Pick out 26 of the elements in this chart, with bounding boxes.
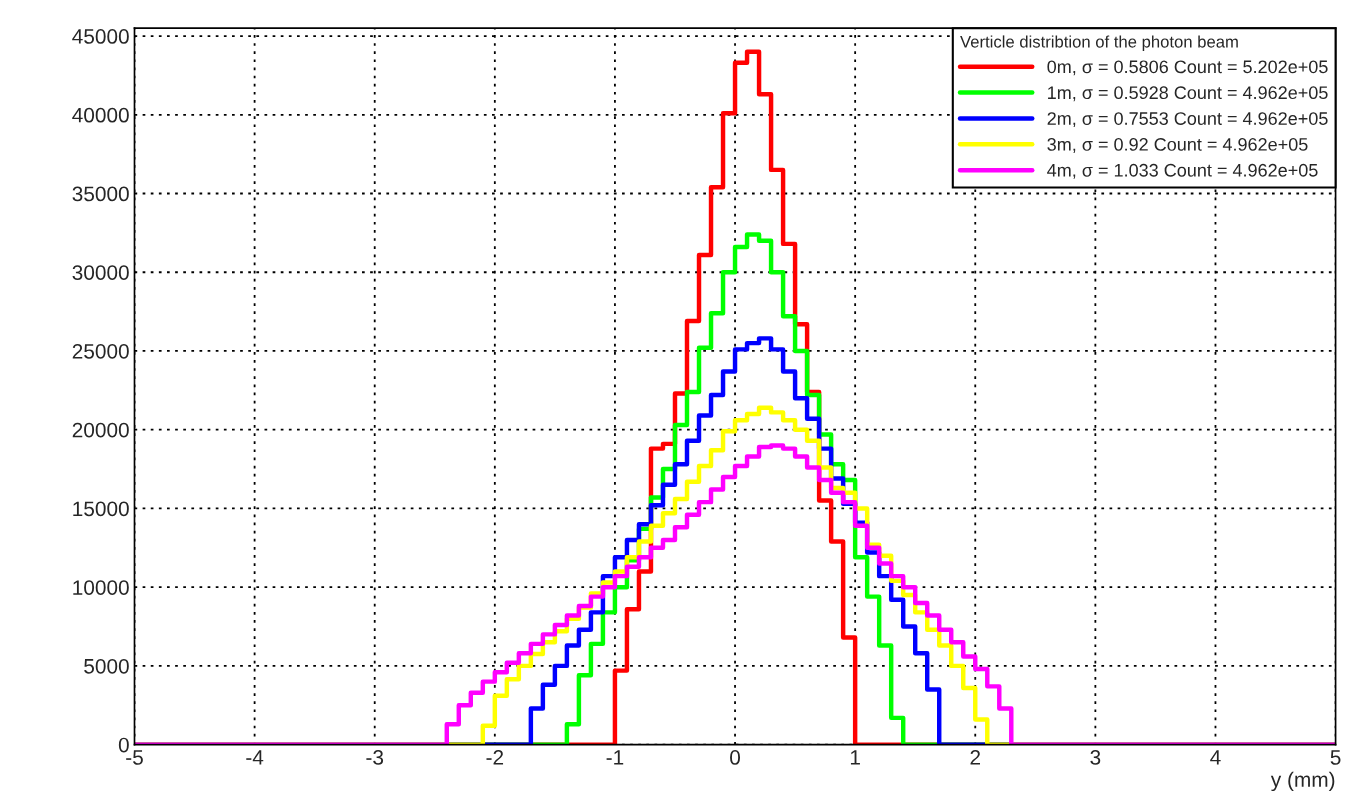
x-tick-label: -3 — [366, 750, 384, 765]
y-tick-label: 40000 — [72, 107, 129, 123]
x-tick-label: 4 — [1210, 750, 1221, 765]
legend-label: 2m, σ = 0.7553 Count = 4.962e+05 — [1047, 112, 1328, 128]
y-tick-label: 45000 — [72, 29, 129, 44]
legend-title: Verticle distribtion of the photon beam — [960, 35, 1238, 51]
y-tick-label: 5000 — [84, 658, 129, 674]
legend-label: 1m, σ = 0.5928 Count = 4.962e+05 — [1048, 86, 1328, 102]
y-tick-label: 30000 — [72, 265, 129, 280]
y-tick-label: 25000 — [72, 343, 129, 359]
x-tick-label: 5 — [1330, 750, 1341, 765]
y-tick-label: 20000 — [72, 422, 129, 438]
y-tick-label: 35000 — [72, 186, 129, 202]
x-axis-title: y (mm) — [1270, 771, 1335, 792]
legend-label: 4m, σ = 1.033 Count = 4.962e+05 — [1047, 163, 1318, 179]
x-tick-label: -1 — [606, 750, 624, 765]
y-tick-label: 10000 — [73, 580, 129, 595]
x-tick-label: -4 — [246, 750, 264, 765]
x-tick-label: 0 — [730, 750, 741, 765]
y-tick-label: 15000 — [73, 501, 129, 517]
x-tick-label: 2 — [970, 750, 981, 765]
legend-label: 0m, σ = 0.5806 Count = 5.202e+05 — [1047, 60, 1328, 76]
x-tick-label: 3 — [1090, 750, 1101, 765]
legend-label: 3m, σ = 0.92 Count = 4.962e+05 — [1047, 138, 1308, 153]
x-tick-label: 1 — [850, 750, 860, 765]
x-tick-label: -2 — [486, 750, 504, 765]
